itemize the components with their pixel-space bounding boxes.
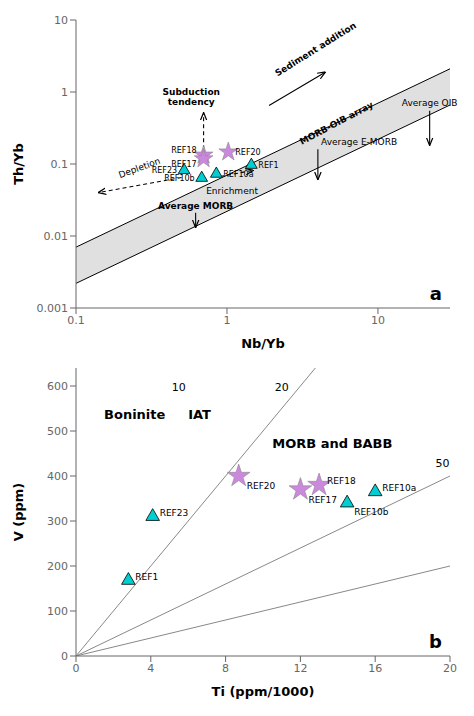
svg-text:REF20: REF20	[235, 148, 260, 157]
svg-text:1: 1	[223, 314, 230, 327]
svg-text:0.001: 0.001	[37, 302, 69, 315]
svg-text:REF18: REF18	[327, 476, 356, 486]
svg-text:REF1: REF1	[258, 161, 278, 170]
svg-text:200: 200	[47, 560, 68, 573]
svg-text:20: 20	[275, 381, 289, 394]
svg-text:0.01: 0.01	[44, 230, 69, 243]
svg-text:1: 1	[61, 86, 68, 99]
svg-text:REF10a: REF10a	[223, 170, 253, 179]
svg-text:REF10a: REF10a	[382, 483, 416, 493]
svg-text:Boninite: Boninite	[104, 407, 165, 422]
svg-text:REF1: REF1	[135, 572, 158, 582]
svg-text:300: 300	[47, 515, 68, 528]
svg-text:V (ppm): V (ppm)	[11, 483, 26, 542]
svg-text:REF20: REF20	[247, 481, 276, 491]
svg-text:MORB-OIB array: MORB-OIB array	[298, 99, 375, 147]
svg-text:Nb/Yb: Nb/Yb	[241, 336, 285, 351]
svg-text:100: 100	[47, 605, 68, 618]
svg-text:600: 600	[47, 380, 68, 393]
svg-text:50: 50	[436, 457, 450, 470]
svg-text:Average MORB: Average MORB	[158, 201, 233, 211]
svg-text:Sediment addition: Sediment addition	[273, 20, 358, 78]
svg-text:10: 10	[371, 314, 385, 327]
svg-text:500: 500	[47, 425, 68, 438]
svg-text:16: 16	[368, 662, 382, 675]
svg-text:0: 0	[61, 650, 68, 663]
svg-text:400: 400	[47, 470, 68, 483]
svg-text:10: 10	[172, 381, 186, 394]
svg-text:12: 12	[293, 662, 307, 675]
svg-text:MORB and BABB: MORB and BABB	[272, 436, 392, 451]
svg-text:REF10b: REF10b	[164, 174, 194, 183]
svg-text:0: 0	[73, 662, 80, 675]
svg-text:10: 10	[54, 14, 68, 27]
svg-text:REF10b: REF10b	[354, 507, 389, 517]
svg-text:0.1: 0.1	[51, 158, 69, 171]
svg-text:REF17: REF17	[171, 160, 196, 169]
svg-text:a: a	[430, 283, 442, 304]
svg-text:20: 20	[443, 662, 457, 675]
svg-text:b: b	[429, 631, 442, 652]
svg-text:REF23: REF23	[160, 508, 189, 518]
svg-text:IAT: IAT	[188, 407, 211, 422]
svg-text:REF18: REF18	[171, 146, 196, 155]
svg-text:Average OIB: Average OIB	[402, 98, 458, 108]
svg-text:Subductiontendency: Subductiontendency	[163, 87, 221, 107]
svg-text:REF17: REF17	[308, 495, 337, 505]
svg-text:Average E-MORB: Average E-MORB	[321, 137, 397, 147]
svg-text:Depletion: Depletion	[117, 156, 161, 180]
svg-text:Ti (ppm/1000): Ti (ppm/1000)	[212, 684, 315, 699]
svg-text:8: 8	[222, 662, 229, 675]
svg-text:0.1: 0.1	[67, 314, 85, 327]
svg-text:Enrichment: Enrichment	[206, 186, 258, 196]
svg-text:Th/Yb: Th/Yb	[11, 143, 26, 185]
svg-text:4: 4	[147, 662, 154, 675]
